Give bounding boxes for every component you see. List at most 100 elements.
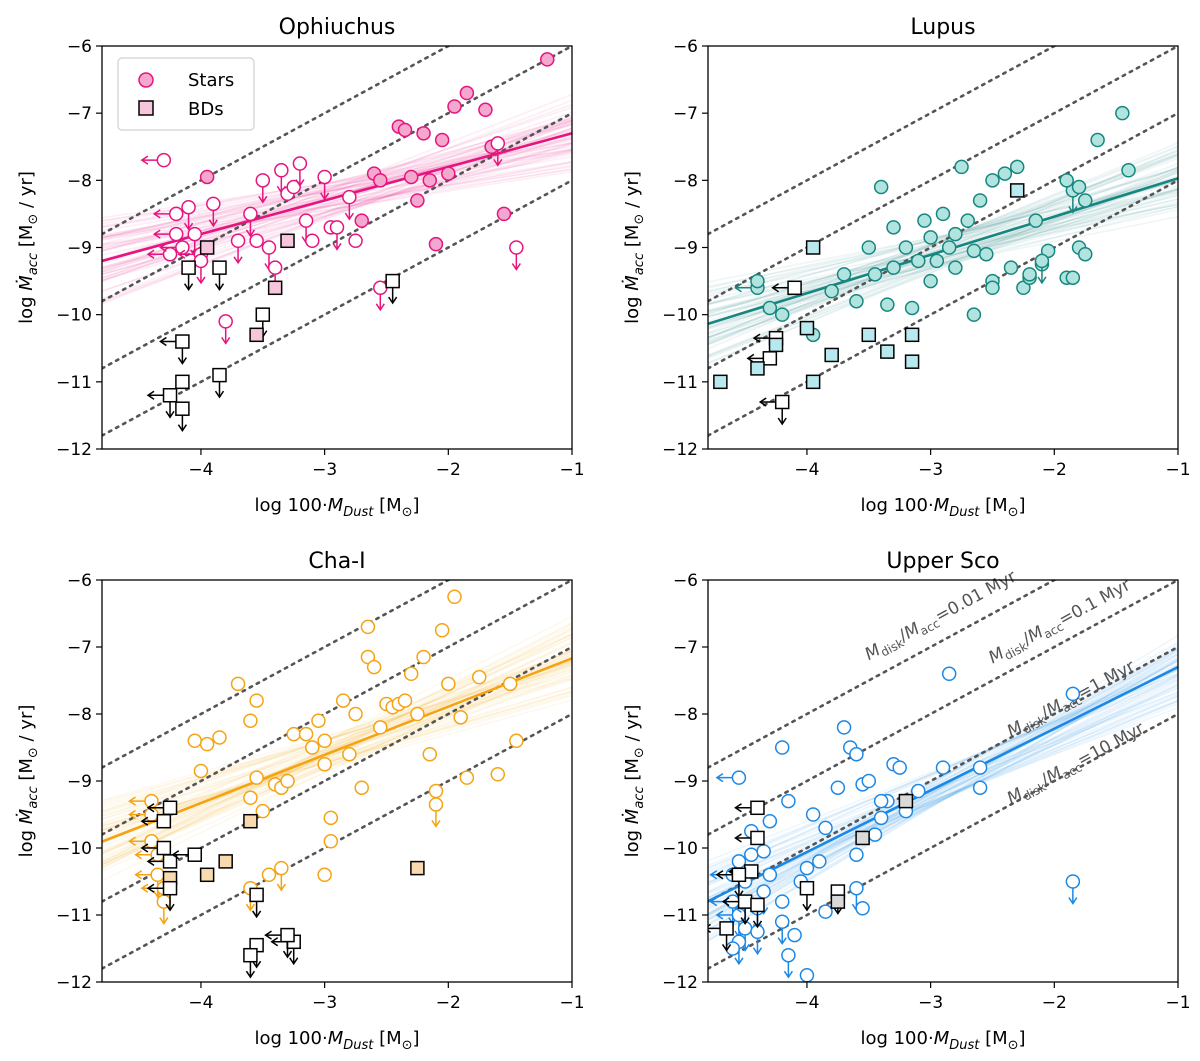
star-point — [366, 659, 382, 675]
bootstrap-fit-line — [102, 660, 572, 812]
y-tick-label: −9 — [673, 772, 698, 792]
arrow-head — [146, 883, 155, 893]
star-point — [298, 213, 314, 228]
star-point — [156, 894, 172, 909]
lifetime-line — [102, 580, 452, 769]
star-point — [150, 867, 165, 883]
arrow-head — [214, 283, 225, 292]
bootstrap-fit-line — [708, 659, 1178, 918]
bd-point — [175, 334, 190, 349]
x-tick-label: −2 — [436, 993, 461, 1013]
star-point — [298, 726, 314, 742]
bootstrap-fit-line — [708, 653, 1178, 927]
label-eq: =0.01 Myr — [932, 567, 1020, 627]
lifetime-line — [102, 179, 572, 437]
bd-point — [898, 793, 914, 809]
star-point — [985, 173, 1000, 188]
bd-point — [750, 800, 765, 816]
bootstrap-fit-line — [102, 674, 572, 803]
star-point — [459, 770, 475, 785]
bootstrap-fit-line — [708, 664, 1178, 922]
bootstrap-fit-line — [708, 668, 1178, 930]
star-point — [212, 730, 227, 745]
star-point — [731, 770, 747, 785]
bootstrap-fit-line — [708, 660, 1178, 915]
bootstrap-fit-line — [102, 633, 572, 840]
bootstrap-fit-line — [708, 684, 1178, 914]
xlabel-var: M — [934, 495, 950, 516]
panel-title: Lupus — [910, 15, 975, 40]
bootstrap-fit-line — [102, 165, 572, 239]
bootstrap-fit-line — [102, 690, 572, 827]
y-tick-label: −11 — [56, 906, 92, 926]
arrow-head — [709, 896, 718, 907]
lifetime-line — [102, 46, 572, 303]
bootstrap-fit-line — [102, 168, 572, 241]
star-point — [274, 860, 289, 876]
arrow-head — [1068, 205, 1078, 214]
arrow-head — [833, 907, 843, 915]
bd-point — [199, 240, 215, 255]
ylabel-sub: acc — [632, 786, 647, 808]
bd-point — [267, 280, 283, 296]
arrow-head — [493, 158, 503, 167]
star-point — [187, 733, 203, 749]
star-point — [941, 666, 957, 682]
ylabel-post: / yr] — [622, 705, 643, 748]
bootstrap-fit-line — [102, 615, 572, 856]
panel-title: Ophiuchus — [279, 15, 396, 40]
bootstrap-fit-line — [102, 668, 572, 805]
bd-point — [212, 367, 227, 383]
lifetime-line — [102, 46, 452, 236]
y-tick-label: −6 — [67, 571, 92, 591]
bootstrap-fit-line — [102, 676, 572, 807]
y-tick-label: −7 — [673, 104, 698, 124]
bootstrap-fit-line — [102, 666, 572, 858]
star-point — [966, 307, 982, 322]
bootstrap-fit-line — [708, 693, 1178, 878]
arrow-head — [152, 229, 161, 239]
arrow-head — [721, 896, 730, 907]
star-point — [181, 199, 196, 215]
star-point — [935, 206, 951, 222]
bootstrap-fit-line — [102, 625, 572, 866]
lifetime-line — [708, 111, 1178, 370]
arrow-head — [295, 179, 305, 187]
bd-point — [880, 344, 895, 359]
arrow-head — [233, 256, 243, 265]
bootstrap-fit-line — [102, 632, 572, 838]
bootstrap-fit-line — [708, 657, 1178, 915]
star-point — [342, 189, 357, 205]
bootstrap-fit-line — [708, 683, 1178, 916]
star-point — [731, 854, 747, 869]
bootstrap-fit-line — [708, 694, 1178, 902]
xlabel-close: ] — [413, 495, 420, 516]
bootstrap-fit-line — [708, 690, 1178, 884]
star-point — [1077, 246, 1093, 262]
arrow-head — [270, 937, 279, 947]
bootstrap-fit-line — [102, 667, 572, 848]
panel-title: Upper Sco — [886, 549, 999, 574]
arrow-head — [752, 947, 763, 956]
star-point — [354, 213, 369, 228]
arrow-head — [777, 937, 787, 946]
bootstrap-fit-line — [102, 127, 572, 301]
star-point — [397, 122, 413, 138]
star-point — [1034, 253, 1050, 269]
x-axis-label: log 100·MDust [M⊙] — [254, 495, 419, 520]
xlabel-unit: [M — [979, 495, 1007, 516]
star-point — [948, 260, 963, 275]
bootstrap-fit-line — [708, 675, 1178, 910]
bd-point — [175, 374, 190, 390]
panel-1: −4 −3 −2 −1 −12 −11 −10 −9 −8 −7 −6 Lupus log 100·MD… — [622, 15, 1191, 520]
star-point — [972, 780, 988, 795]
bd-point — [768, 337, 784, 353]
xlabel-text: log 100· — [254, 495, 327, 516]
lifetime-line — [708, 46, 1178, 303]
legend-bd-marker — [138, 100, 154, 116]
bootstrap-fit-line — [102, 662, 572, 872]
bootstrap-fit-line — [708, 648, 1178, 938]
star-point — [892, 760, 907, 775]
y-axis-label: log Ṁacc [M⊙ / yr] — [16, 705, 41, 858]
star-point — [496, 206, 512, 222]
